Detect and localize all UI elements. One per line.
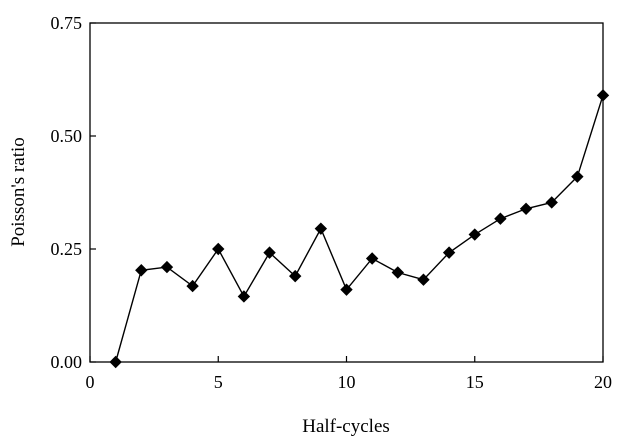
data-point [340,283,353,296]
y-tick-label: 0.00 [51,352,83,372]
data-point [519,202,533,215]
data-point [212,242,225,256]
data-point [160,260,174,274]
data-point [314,222,328,235]
x-tick-label: 20 [594,372,612,392]
y-tick-label: 0.50 [51,126,83,146]
data-point [468,228,481,241]
data-point [571,170,584,183]
data-point [135,264,148,277]
y-axis-title: Poisson's ratio [8,137,29,247]
data-point [494,212,507,225]
data-point [365,252,379,265]
data-point [289,269,302,283]
data-point [109,355,122,369]
plot-area [89,22,604,363]
data-point [237,290,251,303]
data-point [545,196,558,209]
x-axis-title: Half-cycles [302,416,390,437]
data-point [417,273,430,286]
x-tick-label: 5 [214,372,223,392]
x-tick-label: 0 [86,372,95,392]
data-point [263,246,276,259]
x-axis: 0 5 10 15 20 [86,356,612,392]
data-point [596,89,610,102]
series-line [114,95,604,363]
data-point [442,246,456,259]
series-group [109,89,610,369]
x-tick-label: 15 [466,372,484,392]
data-point [391,266,404,279]
y-tick-label: 0.25 [51,239,83,259]
data-point [186,279,199,293]
y-tick-label: 0.75 [51,13,83,33]
x-tick-label: 10 [338,372,356,392]
y-axis: 0.00 0.25 0.50 0.75 [51,13,96,372]
